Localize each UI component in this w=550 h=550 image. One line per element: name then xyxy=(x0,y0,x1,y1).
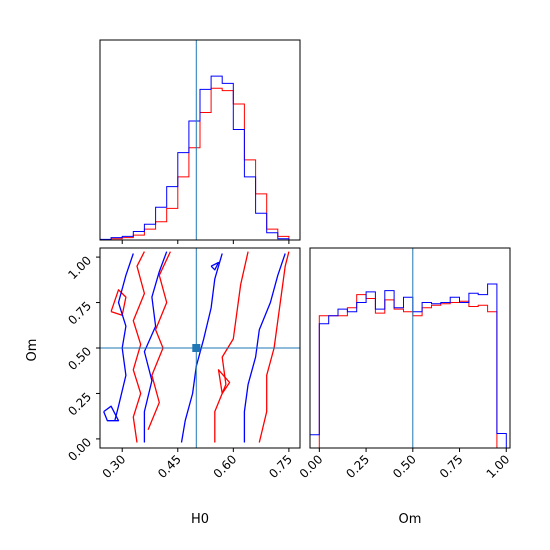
om-x-tick-label: 0.75 xyxy=(437,452,466,481)
h0-x-tick-label: 0.75 xyxy=(266,452,295,481)
om-histogram-panel: 0.00 0.25 0.50 0.75 1.00 xyxy=(297,247,513,481)
truth-marker xyxy=(192,344,201,352)
blue-histogram-om xyxy=(310,283,507,448)
blue-contour-4 xyxy=(243,253,286,443)
blue-contour-2 xyxy=(143,251,168,443)
om-histogram-frame xyxy=(309,247,511,449)
blue-histogram-h0 xyxy=(100,75,300,240)
x-axis-label-h0: H0 xyxy=(191,512,209,527)
y-axis-label-om: Om xyxy=(25,339,40,362)
blue-contour-1 xyxy=(103,405,120,422)
om-x-tick-label: 1.00 xyxy=(484,452,513,481)
om-x-tick-label: 0.25 xyxy=(343,452,372,481)
red-contour-1 xyxy=(110,289,127,316)
red-contour-0 xyxy=(132,251,146,443)
red-histogram-h0 xyxy=(100,87,300,240)
h0-histogram-panel xyxy=(99,39,301,244)
red-contour-2 xyxy=(147,251,171,431)
red-contour-5 xyxy=(217,369,231,394)
red-contour-3 xyxy=(214,251,249,443)
om-y-tick-label: 0.00 xyxy=(65,435,94,464)
om-x-tick-label: 0.00 xyxy=(297,452,326,481)
blue-contour-0 xyxy=(114,253,134,421)
h0-x-tick-label: 0.45 xyxy=(155,452,184,481)
h0-x-tick-label: 0.60 xyxy=(211,452,240,481)
blue-contour-3 xyxy=(180,253,223,443)
om-y-tick-label: 1.00 xyxy=(65,253,94,282)
blue-contour-5 xyxy=(210,261,220,271)
om-vs-h0-contour-panel: 0.30 0.45 0.60 0.75 0.00 0.25 0.50 0.75 1.00 xyxy=(65,247,301,481)
om-y-tick-label: 0.25 xyxy=(65,390,94,419)
om-y-tick-label: 0.75 xyxy=(65,299,94,328)
h0-x-tick-label: 0.30 xyxy=(100,452,129,481)
om-x-tick-label: 0.50 xyxy=(390,452,419,481)
red-histogram-om xyxy=(310,294,507,448)
x-axis-label-om: Om xyxy=(399,512,422,527)
red-contour-4 xyxy=(258,251,290,443)
h0-histogram-frame xyxy=(99,39,301,241)
om-y-tick-label: 0.50 xyxy=(65,344,94,373)
